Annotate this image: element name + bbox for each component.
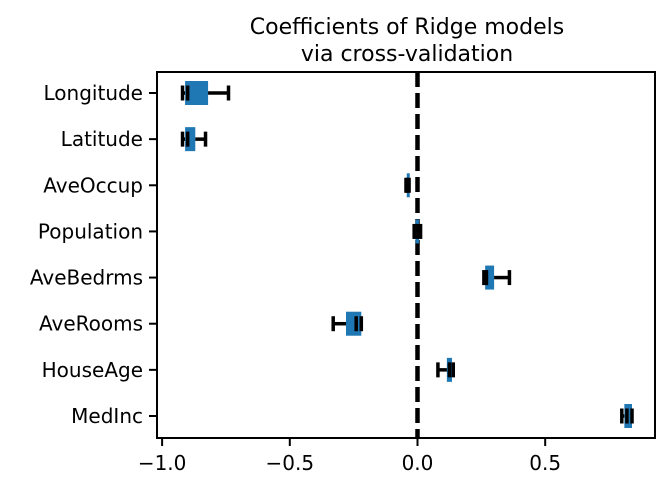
x-tick-label: 0.0 [402,451,434,475]
box-houseage [436,357,455,382]
x-tick-label: −0.5 [266,451,315,475]
axes-frame [156,71,656,439]
box-averooms [331,311,364,336]
box-longitude-iqr [185,81,209,105]
box-avebedrms [482,265,512,290]
y-tick-label: AveOccup [43,173,143,197]
y-tick-label: Population [38,219,143,243]
box-latitude-iqr [185,127,196,152]
box-medinc [620,404,634,428]
box-longitude [180,81,231,105]
box-population [412,219,423,244]
y-tick-label: Latitude [61,127,143,151]
x-tick-label: 0.5 [529,451,561,475]
y-axis: Longitude Latitude AveOccup Population AveBe… [30,81,157,428]
plot-area [180,72,634,438]
box-aveoccup [404,173,411,198]
chart-title-line-2: via cross-validation [301,42,513,67]
y-tick-label: MedInc [71,404,143,428]
box-averooms-iqr [345,311,362,336]
y-tick-label: HouseAge [42,358,143,382]
box-avebedrms-iqr [485,265,495,290]
x-axis: −1.0 −0.5 0.0 0.5 [138,438,561,475]
y-tick-label: AveRooms [39,312,143,336]
box-latitude [180,127,208,152]
y-tick-label: Longitude [44,81,143,105]
chart-title-line-1: Coefficients of Ridge models [250,15,564,40]
chart-title: Coefficients of Ridge models via cross-v… [250,15,564,67]
y-tick-label: AveBedrms [30,266,143,290]
x-tick-label: −1.0 [138,451,187,475]
